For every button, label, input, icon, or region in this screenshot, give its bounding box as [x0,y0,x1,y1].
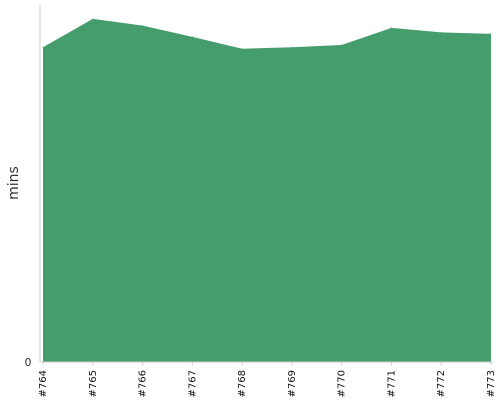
data-point-766 [142,25,144,27]
x-tick-label: #770 [337,370,348,397]
data-point-769 [291,46,293,48]
x-tick-label: #771 [386,370,397,397]
data-point-767 [191,36,193,38]
data-point-772 [440,31,442,33]
data-point-771 [390,27,392,29]
y-tick-label-0: 0 [25,356,32,369]
x-tick-label: #764 [38,370,49,397]
data-point-765 [92,18,94,20]
x-axis-ticks: #764 #765 #766 #767 #768 #769 #770 #771 #772 #773 [38,362,497,397]
y-axis-title: mins [6,166,22,200]
data-point-764 [42,46,44,48]
data-point-773 [490,33,492,35]
area-series [43,18,491,363]
x-tick-label: #768 [237,370,248,397]
x-tick-label: #769 [287,370,298,397]
plot-area [42,18,492,363]
data-point-770 [341,44,343,46]
x-tick-label: #773 [486,370,497,397]
x-tick-label: #765 [88,370,99,397]
x-tick-label: #766 [138,370,149,397]
data-point-768 [241,48,243,50]
x-tick-label: #767 [187,370,198,397]
x-tick-label: #772 [436,370,447,397]
